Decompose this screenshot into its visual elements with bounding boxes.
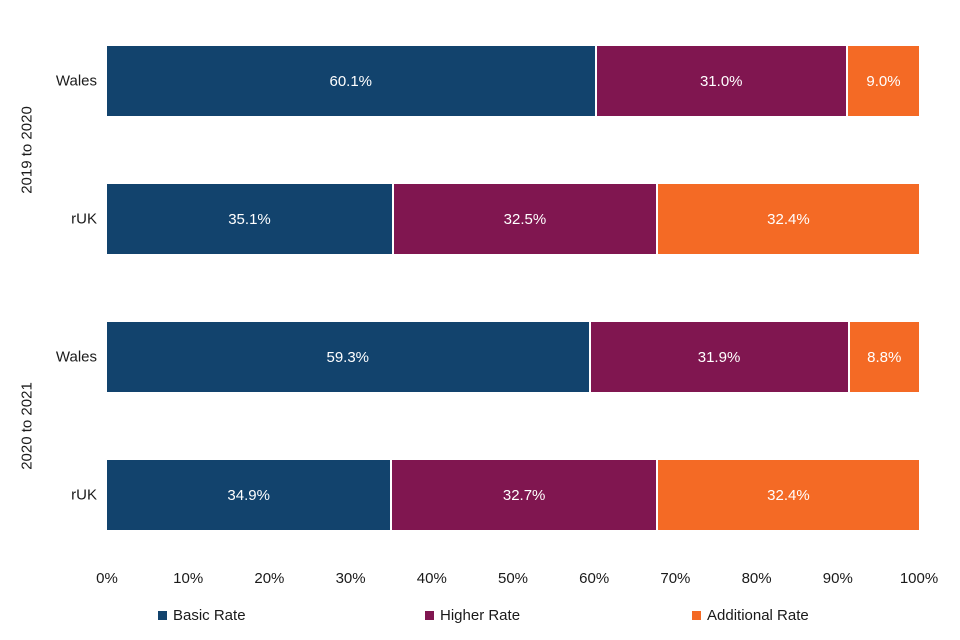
legend-label: Basic Rate xyxy=(173,606,246,624)
bar-value-label: 59.3% xyxy=(326,348,370,366)
legend-entry: Additional Rate xyxy=(692,606,809,624)
legend-label: Higher Rate xyxy=(440,606,521,624)
x-axis-tick-label: 50% xyxy=(497,570,529,587)
bar-value-label: 8.8% xyxy=(867,348,902,366)
bar-segment: 31.0% xyxy=(594,46,846,116)
category-label: Wales xyxy=(55,72,97,90)
category-label: Wales xyxy=(55,348,97,366)
bar-value-label: 34.9% xyxy=(227,486,270,504)
legend-entry: Higher Rate xyxy=(425,606,520,624)
category-label: rUK xyxy=(71,486,97,504)
legend-entry: Basic Rate xyxy=(158,606,246,624)
x-axis-tick-label: 90% xyxy=(822,570,853,587)
x-axis-tick-label: 80% xyxy=(741,570,772,587)
legend-label: Additional Rate xyxy=(707,606,809,624)
bar-value-label: 9.0% xyxy=(866,72,901,90)
bar-value-label: 32.4% xyxy=(767,210,810,228)
x-axis-tick-label: 40% xyxy=(416,570,447,587)
bar-value-label: 32.4% xyxy=(767,486,810,504)
legend-swatch-icon xyxy=(692,610,701,620)
legend-swatch-icon xyxy=(158,610,167,620)
bar-row: 35.1% 32.5% 32.4% xyxy=(107,184,919,254)
group-label: 2020 to 2021 xyxy=(18,382,36,470)
group-label: 2019 to 2020 xyxy=(18,106,36,194)
plot-area: 60.1% 31.0% 9.0% 35.1% 32.5% 32.4% 59.3% 31.9% 8… xyxy=(107,0,919,560)
x-axis-tick-label: 10% xyxy=(173,570,204,587)
x-axis-tick-label: 30% xyxy=(335,570,366,587)
bar-value-label: 31.0% xyxy=(699,72,743,90)
bar-row: 59.3% 31.9% 8.8% xyxy=(107,322,919,392)
bar-row: 60.1% 31.0% 9.0% xyxy=(107,46,919,116)
bar-value-label: 60.1% xyxy=(329,72,373,90)
bar-value-label: 32.7% xyxy=(502,486,546,504)
x-axis-tick-label: 70% xyxy=(660,570,691,587)
bar-segment: 35.1% xyxy=(107,184,392,254)
legend: Basic Rate Higher Rate Additional Rate xyxy=(0,606,960,628)
bar-segment: 32.4% xyxy=(655,184,919,254)
bar-segment: 32.7% xyxy=(390,460,656,530)
bar-segment: 34.9% xyxy=(107,460,391,530)
x-axis-tick-label: 60% xyxy=(579,570,610,587)
bar-segment: 9.0% xyxy=(845,46,919,116)
x-axis-tick-label: 0% xyxy=(96,570,118,587)
bar-segment: 59.3% xyxy=(107,322,589,392)
bar-segment: 32.4% xyxy=(655,460,919,530)
bar-segment: 8.8% xyxy=(847,322,919,392)
x-axis-tick-label: 100% xyxy=(899,570,939,587)
bar-value-label: 31.9% xyxy=(697,348,741,366)
bar-value-label: 35.1% xyxy=(228,210,271,228)
legend-swatch-icon xyxy=(425,610,434,620)
x-axis-tick-label: 20% xyxy=(254,570,285,587)
bar-segment: 32.5% xyxy=(392,184,656,254)
bar-value-label: 32.5% xyxy=(503,210,547,228)
bar-segment: 31.9% xyxy=(588,322,848,392)
category-label: rUK xyxy=(71,210,97,228)
bar-row: 34.9% 32.7% 32.4% xyxy=(107,460,919,530)
bar-segment: 60.1% xyxy=(107,46,595,116)
